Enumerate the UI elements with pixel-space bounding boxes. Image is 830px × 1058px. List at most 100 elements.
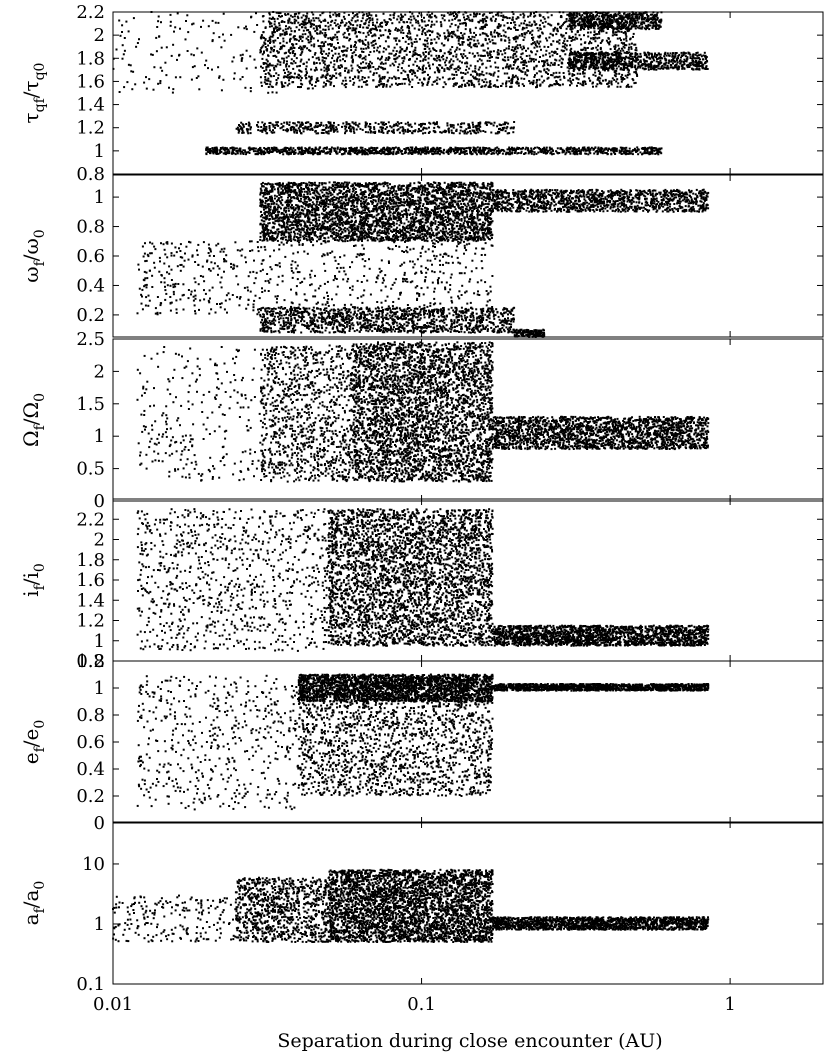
data-point — [320, 30, 322, 32]
data-point — [624, 61, 626, 63]
data-point — [615, 75, 617, 77]
data-point — [270, 41, 272, 43]
data-point — [625, 75, 627, 77]
data-point — [615, 15, 617, 17]
data-point — [517, 44, 519, 46]
data-point — [460, 32, 462, 34]
data-point — [513, 26, 515, 28]
data-point — [456, 74, 458, 76]
data-point — [615, 52, 617, 54]
data-point — [486, 17, 488, 19]
data-point — [270, 47, 272, 49]
data-point — [502, 153, 504, 155]
data-point — [443, 70, 445, 72]
data-point — [264, 39, 266, 41]
data-point — [395, 153, 397, 155]
data-point — [463, 80, 465, 82]
data-point — [472, 53, 474, 55]
data-point — [353, 46, 355, 48]
data-point — [563, 46, 565, 48]
data-point — [288, 65, 290, 67]
data-point — [556, 48, 558, 50]
data-point — [230, 34, 232, 36]
data-point — [525, 24, 527, 26]
data-point — [519, 25, 521, 27]
data-point — [379, 78, 381, 80]
data-point — [284, 72, 286, 74]
data-point — [633, 14, 635, 16]
data-point — [450, 49, 452, 51]
data-point — [419, 68, 421, 70]
data-point — [308, 21, 310, 23]
data-point — [650, 14, 652, 16]
data-point — [265, 67, 267, 69]
data-point — [627, 52, 629, 54]
data-point — [539, 24, 541, 26]
data-point — [358, 71, 360, 73]
data-point — [373, 50, 375, 52]
data-point — [612, 21, 614, 23]
data-point — [620, 50, 622, 52]
data-point — [396, 18, 398, 20]
data-point — [639, 67, 641, 69]
data-point — [436, 60, 438, 62]
data-point — [614, 46, 616, 48]
data-point — [465, 25, 467, 27]
data-point — [342, 58, 344, 60]
data-point — [641, 19, 643, 21]
data-point — [279, 61, 281, 63]
data-point — [524, 20, 526, 22]
data-point — [424, 56, 426, 58]
data-point — [315, 81, 317, 83]
data-point — [263, 31, 265, 33]
data-point — [320, 69, 322, 71]
data-point — [701, 55, 703, 57]
data-point — [671, 61, 673, 63]
data-point — [533, 12, 535, 14]
data-point — [515, 41, 517, 43]
data-point — [577, 73, 579, 75]
data-point — [321, 12, 323, 14]
data-point — [658, 57, 660, 59]
data-point — [285, 25, 287, 27]
data-point — [322, 76, 324, 78]
data-point — [414, 28, 416, 30]
data-point — [300, 79, 302, 81]
data-point — [220, 151, 222, 153]
data-point — [360, 63, 362, 65]
data-point — [403, 78, 405, 80]
data-point — [338, 53, 340, 55]
data-point — [665, 59, 667, 61]
data-point — [659, 60, 661, 62]
data-point — [301, 71, 303, 73]
data-point — [325, 68, 327, 70]
data-point — [385, 21, 387, 23]
data-point — [518, 147, 520, 149]
data-point — [660, 152, 662, 154]
data-point — [544, 149, 546, 151]
data-point — [536, 72, 538, 74]
data-point — [514, 21, 516, 23]
data-point — [242, 54, 244, 56]
data-point — [261, 85, 263, 87]
data-point — [461, 84, 463, 86]
data-point — [283, 60, 285, 62]
data-point — [601, 51, 603, 53]
data-point — [511, 82, 513, 84]
data-point — [542, 22, 544, 24]
data-point — [569, 44, 571, 46]
data-point — [510, 152, 512, 154]
data-point — [277, 59, 279, 61]
data-point — [559, 76, 561, 78]
data-point — [697, 55, 699, 57]
data-point — [555, 72, 557, 74]
data-point — [605, 65, 607, 67]
data-point — [514, 38, 516, 40]
data-point — [138, 38, 140, 40]
data-point — [597, 25, 599, 27]
data-point — [497, 35, 499, 37]
data-point — [314, 52, 316, 54]
data-point — [592, 48, 594, 50]
data-point — [411, 13, 413, 15]
data-point — [342, 80, 344, 82]
